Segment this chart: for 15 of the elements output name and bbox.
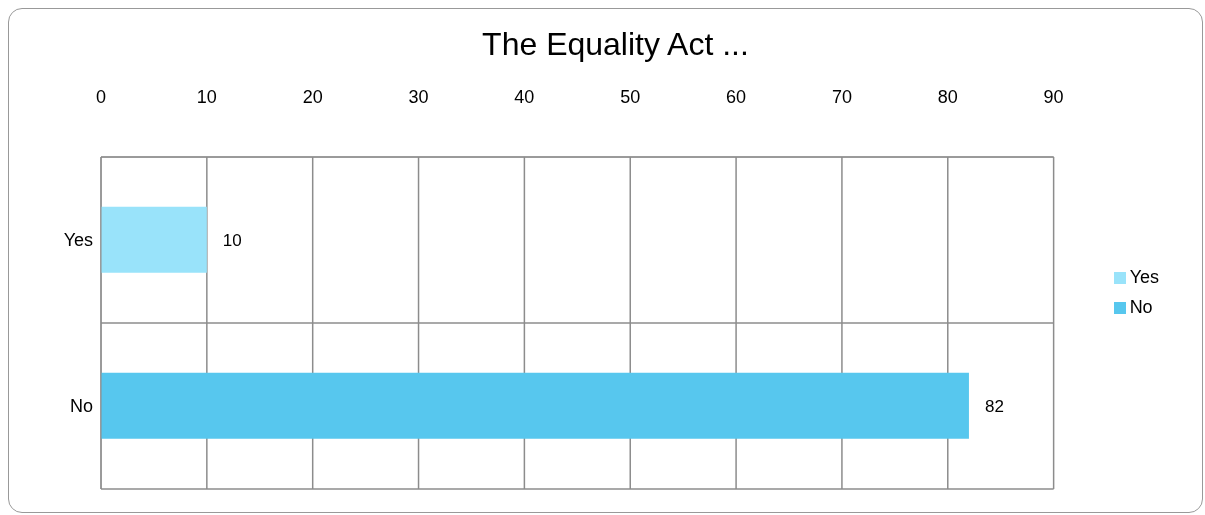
data-label: 82 [984, 396, 1004, 416]
x-tick-label: 60 [726, 87, 747, 107]
x-tick-label: 70 [831, 87, 852, 107]
x-tick-label: 20 [302, 87, 323, 107]
data-label: 10 [222, 230, 242, 250]
legend-label: No [1129, 296, 1153, 317]
x-tick-label: 30 [408, 87, 429, 107]
x-tick-label: 50 [620, 87, 641, 107]
x-tick-label: 80 [937, 87, 958, 107]
x-tick-label: 40 [514, 87, 535, 107]
x-tick-label: 10 [196, 87, 217, 107]
x-tick-label: 90 [1043, 87, 1064, 107]
x-tick-label: 0 [95, 87, 107, 107]
chart-title: The Equality Act ... [481, 24, 750, 64]
legend-label: Yes [1129, 266, 1159, 287]
